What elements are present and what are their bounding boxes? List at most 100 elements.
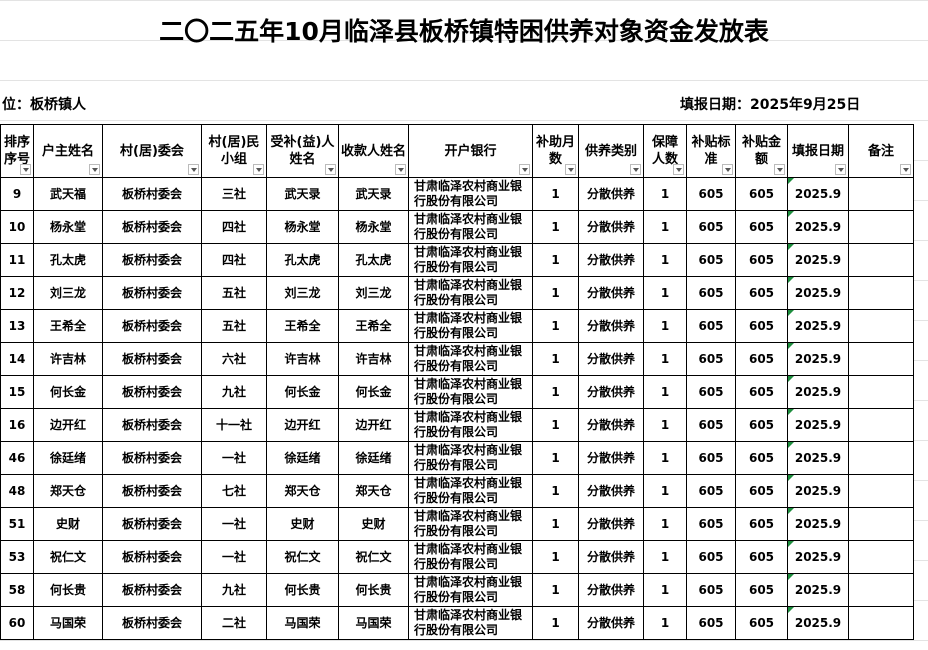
table-cell: 605 xyxy=(686,375,736,409)
column-header[interactable]: 备注 xyxy=(848,124,914,178)
table-cell: 2025.9 xyxy=(787,243,849,277)
column-header[interactable]: 排序序号 xyxy=(0,124,34,178)
table-cell: 甘肃临泽农村商业银行股份有限公司 xyxy=(408,408,533,442)
table-cell xyxy=(848,408,914,442)
table-cell: 郑天仓 xyxy=(266,474,339,508)
table-cell: 1 xyxy=(532,606,579,640)
column-header[interactable]: 保障人数 xyxy=(643,124,687,178)
table-cell: 1 xyxy=(532,474,579,508)
data-table: 排序序号 户主姓名 村(居)委会 村(居)民小组 受补(益)人姓名 收款人姓名 开户银行 补助… xyxy=(0,124,914,640)
table-cell: 分散供养 xyxy=(578,408,644,442)
table-cell: 武天录 xyxy=(338,177,409,211)
column-header[interactable]: 补助月数 xyxy=(532,124,579,178)
table-cell: 2025.9 xyxy=(787,606,849,640)
table-cell: 2025.9 xyxy=(787,342,849,376)
table-cell: 分散供养 xyxy=(578,606,644,640)
table-cell: 605 xyxy=(686,177,736,211)
table-cell: 甘肃临泽农村商业银行股份有限公司 xyxy=(408,507,533,541)
table-cell: 王希全 xyxy=(33,309,103,343)
table-cell: 51 xyxy=(0,507,34,541)
table-cell: 1 xyxy=(532,243,579,277)
table-cell: 605 xyxy=(735,408,788,442)
table-cell: 605 xyxy=(686,441,736,475)
table-cell xyxy=(848,573,914,607)
table-cell xyxy=(848,441,914,475)
table-cell: 四社 xyxy=(201,210,267,244)
column-header[interactable]: 户主姓名 xyxy=(33,124,103,178)
table-cell: 郑天仓 xyxy=(33,474,103,508)
column-header[interactable]: 开户银行 xyxy=(408,124,533,178)
table-row: 51 史财 板桥村委会 一社 史财 史财 甘肃临泽农村商业银行股份有限公司 1 分散供养 1 605… xyxy=(0,507,914,541)
table-cell: 甘肃临泽农村商业银行股份有限公司 xyxy=(408,177,533,211)
table-cell: 一社 xyxy=(201,540,267,574)
table-cell: 605 xyxy=(735,540,788,574)
table-cell: 605 xyxy=(735,441,788,475)
table-cell: 祝仁文 xyxy=(338,540,409,574)
table-cell: 1 xyxy=(643,309,687,343)
table-cell: 徐廷绪 xyxy=(338,441,409,475)
table-cell: 甘肃临泽农村商业银行股份有限公司 xyxy=(408,441,533,475)
table-cell: 605 xyxy=(735,210,788,244)
table-cell: 605 xyxy=(686,606,736,640)
table-cell: 1 xyxy=(643,573,687,607)
table-cell: 板桥村委会 xyxy=(102,342,202,376)
table-cell: 10 xyxy=(0,210,34,244)
table-cell: 甘肃临泽农村商业银行股份有限公司 xyxy=(408,375,533,409)
table-cell: 九社 xyxy=(201,375,267,409)
column-header[interactable]: 收款人姓名 xyxy=(338,124,409,178)
table-cell xyxy=(848,177,914,211)
table-cell: 605 xyxy=(686,408,736,442)
table-cell: 甘肃临泽农村商业银行股份有限公司 xyxy=(408,540,533,574)
table-cell: 605 xyxy=(735,276,788,310)
table-cell xyxy=(848,309,914,343)
table-cell: 一社 xyxy=(201,441,267,475)
column-header[interactable]: 村(居)民小组 xyxy=(201,124,267,178)
column-header[interactable]: 供养类别 xyxy=(578,124,644,178)
table-cell: 史财 xyxy=(266,507,339,541)
column-header[interactable]: 村(居)委会 xyxy=(102,124,202,178)
table-cell: 605 xyxy=(686,210,736,244)
table-cell: 58 xyxy=(0,573,34,607)
table-cell: 九社 xyxy=(201,573,267,607)
table-cell xyxy=(848,507,914,541)
table-row: 14 许吉林 板桥村委会 六社 许吉林 许吉林 甘肃临泽农村商业银行股份有限公司 1 分散供养 1… xyxy=(0,342,914,376)
column-header[interactable]: 受补(益)人姓名 xyxy=(266,124,339,178)
table-cell: 11 xyxy=(0,243,34,277)
table-cell: 605 xyxy=(735,606,788,640)
table-cell: 甘肃临泽农村商业银行股份有限公司 xyxy=(408,210,533,244)
table-cell: 板桥村委会 xyxy=(102,243,202,277)
table-cell: 边开红 xyxy=(338,408,409,442)
table-cell xyxy=(848,276,914,310)
table-cell: 1 xyxy=(643,210,687,244)
table-cell: 605 xyxy=(735,507,788,541)
table-cell: 605 xyxy=(735,375,788,409)
table-cell: 1 xyxy=(643,276,687,310)
table-cell: 板桥村委会 xyxy=(102,507,202,541)
table-cell: 60 xyxy=(0,606,34,640)
unit-label: 位：板桥镇人 xyxy=(2,97,86,113)
column-header[interactable]: 补贴金额 xyxy=(735,124,788,178)
table-cell: 甘肃临泽农村商业银行股份有限公司 xyxy=(408,243,533,277)
table-cell: 七社 xyxy=(201,474,267,508)
table-cell: 605 xyxy=(686,342,736,376)
table-cell: 徐廷绪 xyxy=(266,441,339,475)
table-cell xyxy=(848,375,914,409)
table-cell: 刘三龙 xyxy=(338,276,409,310)
table-cell: 1 xyxy=(643,474,687,508)
table-cell: 2025.9 xyxy=(787,573,849,607)
table-cell: 1 xyxy=(532,573,579,607)
table-cell: 1 xyxy=(532,177,579,211)
table-row: 10 杨永堂 板桥村委会 四社 杨永堂 杨永堂 甘肃临泽农村商业银行股份有限公司 1 分散供养 1… xyxy=(0,210,914,244)
column-header[interactable]: 填报日期 xyxy=(787,124,849,178)
table-cell: 分散供养 xyxy=(578,276,644,310)
report-date: 填报日期：2025年9月25日 xyxy=(680,97,861,113)
table-cell: 何长贵 xyxy=(338,573,409,607)
header-row: 排序序号 户主姓名 村(居)委会 村(居)民小组 受补(益)人姓名 收款人姓名 开户银行 补助… xyxy=(0,124,914,178)
table-cell: 1 xyxy=(532,342,579,376)
column-header[interactable]: 补贴标准 xyxy=(686,124,736,178)
table-row: 9 武天福 板桥村委会 三社 武天录 武天录 甘肃临泽农村商业银行股份有限公司 1 分散供养 1 6… xyxy=(0,177,914,211)
table-cell: 46 xyxy=(0,441,34,475)
table-cell: 刘三龙 xyxy=(33,276,103,310)
table-cell: 1 xyxy=(643,441,687,475)
table-row: 58 何长贵 板桥村委会 九社 何长贵 何长贵 甘肃临泽农村商业银行股份有限公司 1 分散供养 1… xyxy=(0,573,914,607)
